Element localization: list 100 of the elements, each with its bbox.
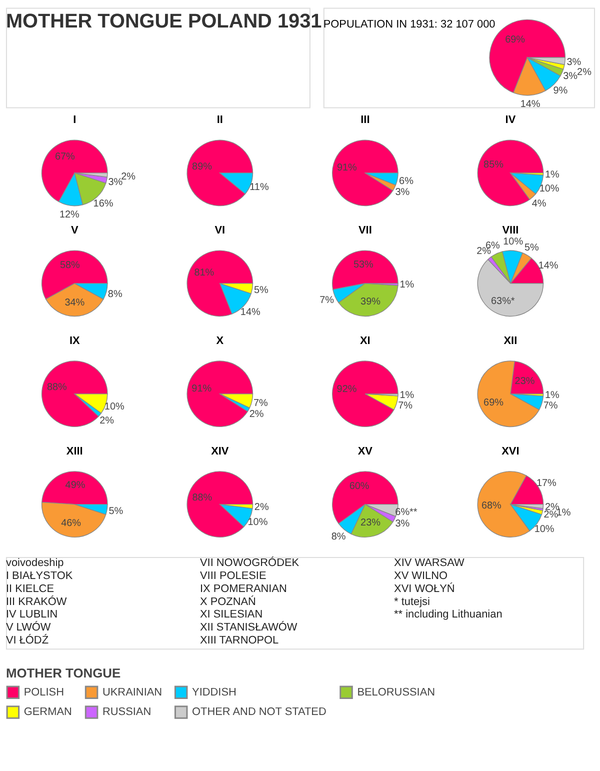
data-label: 8% <box>108 288 122 300</box>
slice-label: VIII <box>502 224 519 237</box>
legend-label: POLISH <box>24 686 64 698</box>
data-label: 8% <box>331 531 346 542</box>
data-label: 69% <box>505 34 526 46</box>
data-label: 9% <box>553 86 568 97</box>
slice-label: III <box>360 114 370 126</box>
data-label: 1% <box>545 390 560 402</box>
data-label: 2% <box>121 171 136 182</box>
data-label: 2% <box>476 246 492 258</box>
slice-label: VI <box>214 224 226 237</box>
data-label: 3% <box>566 56 582 68</box>
data-label: 7% <box>398 400 413 412</box>
data-label: 49% <box>65 480 86 492</box>
data-label: 5% <box>254 284 269 296</box>
data-label: 2% <box>249 408 264 420</box>
data-label: 85% <box>484 159 504 170</box>
text: II KIELCE <box>6 582 54 595</box>
text: IX POMERANIAN <box>200 582 287 595</box>
text: V LWÓW <box>6 620 52 634</box>
data-label: 2% <box>577 67 592 78</box>
data-label: 10% <box>534 524 554 535</box>
text: XI SILESIAN <box>200 608 263 621</box>
text: XIII TARNOPOL <box>200 634 279 647</box>
text: XIV WARSAW <box>394 556 465 569</box>
slice-label: I <box>73 114 76 126</box>
text: ** including Lithuanian <box>394 608 502 621</box>
data-label: 14% <box>240 306 260 318</box>
slice-label: XV <box>358 446 374 458</box>
text: XV WILNO <box>394 570 448 582</box>
slice-label: XI <box>360 335 370 348</box>
legend-label: YIDDISH <box>192 686 236 698</box>
slice-label: VII <box>358 224 372 237</box>
slice-label: X <box>216 335 224 348</box>
text: VI ŁÓDŹ <box>6 634 49 647</box>
data-label: 63%* <box>491 296 515 307</box>
legend-label: RUSSIAN <box>102 706 152 718</box>
data-label: 53% <box>353 259 374 270</box>
data-label: 69% <box>484 397 504 408</box>
data-label: 92% <box>336 384 357 396</box>
data-label: 2% <box>544 510 558 521</box>
data-label: 34% <box>64 297 85 308</box>
text: X POZNAŃ <box>200 594 256 608</box>
slice-label: XII <box>504 335 518 348</box>
data-label: 3% <box>395 186 410 198</box>
legend-label: GERMAN <box>24 706 72 718</box>
data-label: 14% <box>538 260 558 272</box>
text: voivodeship <box>6 556 64 569</box>
slice-label: II <box>216 114 223 126</box>
slice-label: V <box>70 224 79 237</box>
legend-label: OTHER AND NOT STATED <box>192 706 326 718</box>
data-label: 6% <box>399 176 414 187</box>
legend-label: BELORUSSIAN <box>357 686 436 698</box>
text: III KRAKÓW <box>6 594 68 608</box>
data-label: 60% <box>349 481 370 492</box>
slice-label: XIII <box>66 446 83 458</box>
data-label: 88% <box>192 492 212 504</box>
data-label: 1% <box>545 169 560 180</box>
data-label: 10% <box>503 236 524 248</box>
data-label: 88% <box>46 382 68 393</box>
text: POPULATION IN 1931: 32 107 000 <box>323 18 496 31</box>
text: MOTHER TONGUE POLAND 1931 <box>6 10 322 33</box>
text: VIII POLESIE <box>200 570 266 582</box>
data-label: 81% <box>194 268 214 279</box>
data-label: 23% <box>514 376 535 388</box>
data-label: 11% <box>250 182 269 194</box>
data-label: 14% <box>520 99 540 110</box>
slice-label: IX <box>69 335 80 348</box>
data-label: 17% <box>536 478 557 490</box>
data-label: 91% <box>192 384 212 395</box>
data-label: 1% <box>400 390 414 402</box>
data-label: 5% <box>108 506 124 517</box>
legend-title: MOTHER TONGUE <box>6 665 121 680</box>
data-label: 7% <box>254 398 268 409</box>
data-label: 7% <box>543 400 558 412</box>
data-label: 68% <box>481 500 502 512</box>
data-label: 23% <box>360 518 381 529</box>
text: * tutejsi <box>394 596 430 608</box>
data-label: 2% <box>254 502 269 513</box>
slice-label: XIV <box>211 446 230 458</box>
text: IV LUBLIN <box>6 608 58 621</box>
data-label: 2% <box>100 415 114 426</box>
data-label: 4% <box>532 198 546 210</box>
data-label: 3% <box>563 71 578 82</box>
data-label: 3% <box>395 518 410 530</box>
data-label: 5% <box>524 242 540 254</box>
slice-label: IV <box>505 114 516 126</box>
data-label: 58% <box>60 260 80 271</box>
data-label: 67% <box>54 152 76 163</box>
data-label: 10% <box>104 402 124 413</box>
slice-label: XVI <box>502 446 520 458</box>
data-label: 91% <box>336 162 357 174</box>
data-label: 12% <box>59 209 80 220</box>
data-label: 3% <box>108 177 123 188</box>
data-label: 46% <box>61 518 82 529</box>
text: XVI WOŁYŃ <box>394 582 455 595</box>
data-label: 39% <box>360 296 381 308</box>
data-label: 7% <box>320 294 334 306</box>
text: XII STANISŁAWÓW <box>200 620 298 634</box>
text: VII NOWOGRÓDEK <box>200 556 300 569</box>
